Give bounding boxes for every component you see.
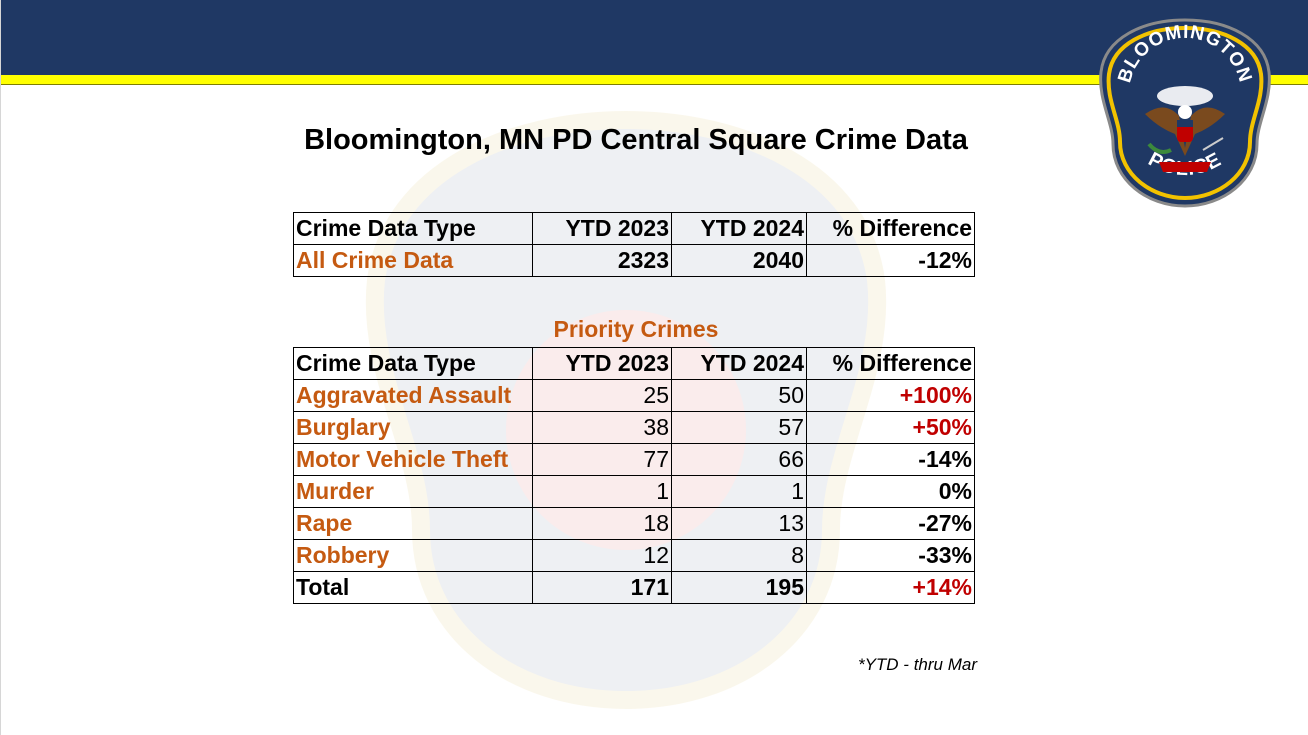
difference-total-cell: +14% xyxy=(806,571,975,604)
crime-type-cell: Motor Vehicle Theft xyxy=(293,443,533,476)
header-accent-line xyxy=(1,75,1308,85)
difference-cell: -33% xyxy=(806,539,975,572)
ytd-2023-total-cell: 171 xyxy=(532,571,672,604)
table-row: Robbery 12 8 -33% xyxy=(293,539,975,572)
ytd-2024-cell: 50 xyxy=(671,379,807,412)
priority-crimes-table: Crime Data Type YTD 2023 YTD 2024 % Diff… xyxy=(293,347,975,604)
table-total-row: Total 171 195 +14% xyxy=(293,571,975,604)
difference-cell: -12% xyxy=(806,244,975,277)
crime-type-cell: All Crime Data xyxy=(293,244,533,277)
ytd-2023-cell: 18 xyxy=(532,507,672,540)
ytd-2024-cell: 66 xyxy=(671,443,807,476)
table-row: Rape 18 13 -27% xyxy=(293,507,975,540)
footnote: *YTD - thru Mar xyxy=(857,655,977,674)
ytd-2024-cell: 1 xyxy=(671,475,807,508)
table-row: Aggravated Assault 25 50 +100% xyxy=(293,379,975,412)
header-cell: YTD 2024 xyxy=(671,347,807,380)
ytd-2024-cell: 13 xyxy=(671,507,807,540)
table-header-row: Crime Data Type YTD 2023 YTD 2024 % Diff… xyxy=(293,212,975,245)
police-badge-icon: BLOOMINGTON POLICE xyxy=(1099,18,1271,208)
difference-cell: 0% xyxy=(806,475,975,508)
priority-crimes-heading: Priority Crimes xyxy=(553,316,719,342)
ytd-2023-cell: 1 xyxy=(532,475,672,508)
ytd-2024-total-cell: 195 xyxy=(671,571,807,604)
crime-type-cell: Robbery xyxy=(293,539,533,572)
difference-cell: +50% xyxy=(806,411,975,444)
header-cell: % Difference xyxy=(806,212,975,245)
ytd-2023-cell: 77 xyxy=(532,443,672,476)
header-cell: YTD 2023 xyxy=(532,212,672,245)
crime-type-cell: Burglary xyxy=(293,411,533,444)
ytd-2023-cell: 38 xyxy=(532,411,672,444)
total-label-cell: Total xyxy=(293,571,533,604)
table-row: Burglary 38 57 +50% xyxy=(293,411,975,444)
crime-type-cell: Murder xyxy=(293,475,533,508)
table-row: All Crime Data 2323 2040 -12% xyxy=(293,244,975,277)
difference-cell: -27% xyxy=(806,507,975,540)
header-cell: YTD 2023 xyxy=(532,347,672,380)
difference-cell: -14% xyxy=(806,443,975,476)
crime-type-cell: Aggravated Assault xyxy=(293,379,533,412)
table-row: Motor Vehicle Theft 77 66 -14% xyxy=(293,443,975,476)
header-cell: % Difference xyxy=(806,347,975,380)
ytd-2023-cell: 25 xyxy=(532,379,672,412)
page-title: Bloomington, MN PD Central Square Crime … xyxy=(304,124,968,156)
header-cell: YTD 2024 xyxy=(671,212,807,245)
ytd-2024-cell: 8 xyxy=(671,539,807,572)
crime-type-cell: Rape xyxy=(293,507,533,540)
header-bar xyxy=(1,0,1308,75)
table-row: Murder 1 1 0% xyxy=(293,475,975,508)
ytd-2024-cell: 2040 xyxy=(671,244,807,277)
difference-cell: +100% xyxy=(806,379,975,412)
ytd-2023-cell: 2323 xyxy=(532,244,672,277)
ytd-2023-cell: 12 xyxy=(532,539,672,572)
header-cell: Crime Data Type xyxy=(293,212,533,245)
ytd-2024-cell: 57 xyxy=(671,411,807,444)
header-cell: Crime Data Type xyxy=(293,347,533,380)
all-crime-table: Crime Data Type YTD 2023 YTD 2024 % Diff… xyxy=(293,212,975,277)
table-header-row: Crime Data Type YTD 2023 YTD 2024 % Diff… xyxy=(293,347,975,380)
